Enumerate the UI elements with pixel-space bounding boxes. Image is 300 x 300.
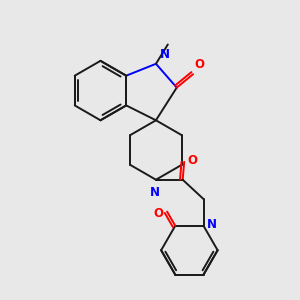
Text: N: N xyxy=(160,48,170,61)
Text: O: O xyxy=(154,207,164,220)
Text: O: O xyxy=(187,154,197,167)
Text: N: N xyxy=(149,186,160,199)
Text: N: N xyxy=(207,218,217,231)
Text: O: O xyxy=(195,58,205,71)
